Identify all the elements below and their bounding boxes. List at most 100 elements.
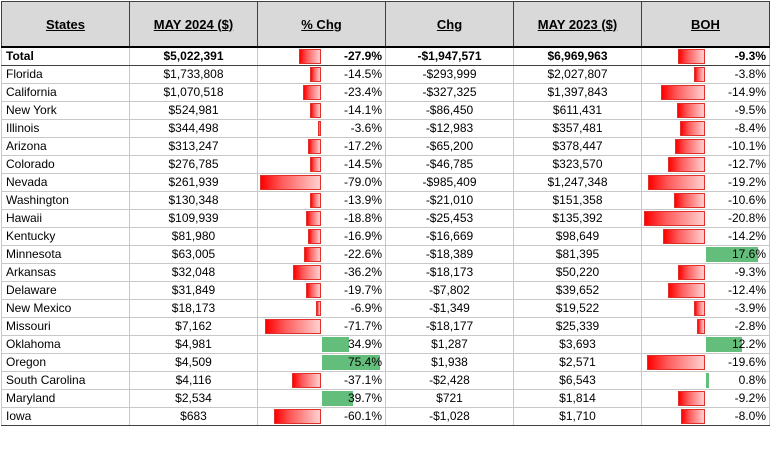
boh-cell[interactable]: -12.4% bbox=[641, 281, 770, 300]
boh-cell[interactable]: -19.2% bbox=[641, 173, 770, 192]
state-cell[interactable]: Delaware bbox=[1, 281, 130, 300]
pct-chg-cell[interactable]: -14.1% bbox=[257, 101, 386, 120]
may-2023-cell[interactable]: $39,652 bbox=[513, 281, 642, 300]
table-row[interactable]: Maryland $2,534 39.7% $721 $1,814 -9.2% bbox=[1, 389, 770, 408]
pct-chg-cell[interactable]: -18.8% bbox=[257, 209, 386, 228]
may-2024-cell[interactable]: $276,785 bbox=[129, 155, 258, 174]
may-2024-cell[interactable]: $4,509 bbox=[129, 353, 258, 372]
may-2024-cell[interactable]: $63,005 bbox=[129, 245, 258, 264]
state-cell[interactable]: California bbox=[1, 83, 130, 102]
chg-cell[interactable]: -$18,389 bbox=[385, 245, 514, 264]
may-2023-cell[interactable]: $25,339 bbox=[513, 317, 642, 336]
may-2024-cell[interactable]: $1,070,518 bbox=[129, 83, 258, 102]
table-row[interactable]: Arkansas $32,048 -36.2% -$18,173 $50,220 -9.3… bbox=[1, 263, 770, 282]
state-cell[interactable]: Arkansas bbox=[1, 263, 130, 282]
pct-chg-cell[interactable]: -27.9% bbox=[257, 46, 386, 66]
may-2024-cell[interactable]: $18,173 bbox=[129, 299, 258, 318]
table-row[interactable]: South Carolina $4,116 -37.1% -$2,428 $6,543 0… bbox=[1, 371, 770, 390]
may-2023-cell[interactable]: $50,220 bbox=[513, 263, 642, 282]
chg-cell[interactable]: -$25,453 bbox=[385, 209, 514, 228]
may-2024-cell[interactable]: $313,247 bbox=[129, 137, 258, 156]
boh-cell[interactable]: -3.9% bbox=[641, 299, 770, 318]
may-2023-cell[interactable]: $1,710 bbox=[513, 407, 642, 426]
chg-cell[interactable]: -$18,177 bbox=[385, 317, 514, 336]
pct-chg-cell[interactable]: -14.5% bbox=[257, 65, 386, 84]
state-cell[interactable]: Iowa bbox=[1, 407, 130, 426]
chg-cell[interactable]: -$293,999 bbox=[385, 65, 514, 84]
table-row[interactable]: California $1,070,518 -23.4% -$327,325 $1,39… bbox=[1, 83, 770, 102]
chg-cell[interactable]: -$12,983 bbox=[385, 119, 514, 138]
state-cell[interactable]: Maryland bbox=[1, 389, 130, 408]
pct-chg-cell[interactable]: -3.6% bbox=[257, 119, 386, 138]
may-2023-cell[interactable]: $611,431 bbox=[513, 101, 642, 120]
boh-cell[interactable]: -19.6% bbox=[641, 353, 770, 372]
table-row[interactable]: Hawaii $109,939 -18.8% -$25,453 $135,392 -20.… bbox=[1, 209, 770, 228]
may-2024-cell[interactable]: $109,939 bbox=[129, 209, 258, 228]
chg-cell[interactable]: -$86,450 bbox=[385, 101, 514, 120]
state-cell[interactable]: Colorado bbox=[1, 155, 130, 174]
may-2024-cell[interactable]: $4,116 bbox=[129, 371, 258, 390]
state-cell[interactable]: Oklahoma bbox=[1, 335, 130, 354]
state-cell[interactable]: Total bbox=[1, 46, 130, 66]
may-2024-cell[interactable]: $4,981 bbox=[129, 335, 258, 354]
pct-chg-cell[interactable]: -13.9% bbox=[257, 191, 386, 210]
may-2023-cell[interactable]: $2,027,807 bbox=[513, 65, 642, 84]
pct-chg-cell[interactable]: -37.1% bbox=[257, 371, 386, 390]
pct-chg-cell[interactable]: -16.9% bbox=[257, 227, 386, 246]
boh-cell[interactable]: 17.6% bbox=[641, 245, 770, 264]
header-pct-chg[interactable]: % Chg bbox=[257, 1, 386, 48]
may-2024-cell[interactable]: $7,162 bbox=[129, 317, 258, 336]
may-2023-cell[interactable]: $1,814 bbox=[513, 389, 642, 408]
pct-chg-cell[interactable]: -36.2% bbox=[257, 263, 386, 282]
state-cell[interactable]: Illinois bbox=[1, 119, 130, 138]
chg-cell[interactable]: -$1,947,571 bbox=[385, 46, 514, 66]
header-states[interactable]: States bbox=[1, 1, 130, 48]
may-2023-cell[interactable]: $3,693 bbox=[513, 335, 642, 354]
state-cell[interactable]: South Carolina bbox=[1, 371, 130, 390]
may-2024-cell[interactable]: $524,981 bbox=[129, 101, 258, 120]
table-row[interactable]: Kentucky $81,980 -16.9% -$16,669 $98,649 -14.… bbox=[1, 227, 770, 246]
pct-chg-cell[interactable]: -79.0% bbox=[257, 173, 386, 192]
may-2024-cell[interactable]: $344,498 bbox=[129, 119, 258, 138]
state-cell[interactable]: Missouri bbox=[1, 317, 130, 336]
may-2023-cell[interactable]: $151,358 bbox=[513, 191, 642, 210]
boh-cell[interactable]: -12.7% bbox=[641, 155, 770, 174]
may-2023-cell[interactable]: $6,543 bbox=[513, 371, 642, 390]
chg-cell[interactable]: -$2,428 bbox=[385, 371, 514, 390]
boh-cell[interactable]: -2.8% bbox=[641, 317, 770, 336]
table-row[interactable]: Oklahoma $4,981 34.9% $1,287 $3,693 12.2% bbox=[1, 335, 770, 354]
boh-cell[interactable]: 0.8% bbox=[641, 371, 770, 390]
may-2023-cell[interactable]: $357,481 bbox=[513, 119, 642, 138]
state-cell[interactable]: Oregon bbox=[1, 353, 130, 372]
total-row[interactable]: Total $5,022,391 -27.9% -$1,947,571 $6,969,9… bbox=[1, 46, 770, 66]
chg-cell[interactable]: -$1,028 bbox=[385, 407, 514, 426]
header-may-2023[interactable]: MAY 2023 ($) bbox=[513, 1, 642, 48]
boh-cell[interactable]: -8.0% bbox=[641, 407, 770, 426]
table-row[interactable]: New Mexico $18,173 -6.9% -$1,349 $19,522 -3.9… bbox=[1, 299, 770, 318]
state-cell[interactable]: New York bbox=[1, 101, 130, 120]
may-2024-cell[interactable]: $261,939 bbox=[129, 173, 258, 192]
table-row[interactable]: Missouri $7,162 -71.7% -$18,177 $25,339 -2.8% bbox=[1, 317, 770, 336]
may-2024-cell[interactable]: $32,048 bbox=[129, 263, 258, 282]
pct-chg-cell[interactable]: -17.2% bbox=[257, 137, 386, 156]
chg-cell[interactable]: -$1,349 bbox=[385, 299, 514, 318]
may-2024-cell[interactable]: $1,733,808 bbox=[129, 65, 258, 84]
may-2023-cell[interactable]: $1,247,348 bbox=[513, 173, 642, 192]
state-cell[interactable]: Washington bbox=[1, 191, 130, 210]
boh-cell[interactable]: -20.8% bbox=[641, 209, 770, 228]
boh-cell[interactable]: -14.9% bbox=[641, 83, 770, 102]
may-2024-cell[interactable]: $81,980 bbox=[129, 227, 258, 246]
boh-cell[interactable]: -9.3% bbox=[641, 46, 770, 66]
state-cell[interactable]: Minnesota bbox=[1, 245, 130, 264]
pct-chg-cell[interactable]: -6.9% bbox=[257, 299, 386, 318]
table-row[interactable]: Oregon $4,509 75.4% $1,938 $2,571 -19.6% bbox=[1, 353, 770, 372]
header-may-2024[interactable]: MAY 2024 ($) bbox=[129, 1, 258, 48]
boh-cell[interactable]: -9.5% bbox=[641, 101, 770, 120]
chg-cell[interactable]: -$21,010 bbox=[385, 191, 514, 210]
may-2023-cell[interactable]: $6,969,963 bbox=[513, 46, 642, 66]
may-2023-cell[interactable]: $81,395 bbox=[513, 245, 642, 264]
pct-chg-cell[interactable]: 34.9% bbox=[257, 335, 386, 354]
chg-cell[interactable]: -$985,409 bbox=[385, 173, 514, 192]
chg-cell[interactable]: -$16,669 bbox=[385, 227, 514, 246]
chg-cell[interactable]: -$46,785 bbox=[385, 155, 514, 174]
